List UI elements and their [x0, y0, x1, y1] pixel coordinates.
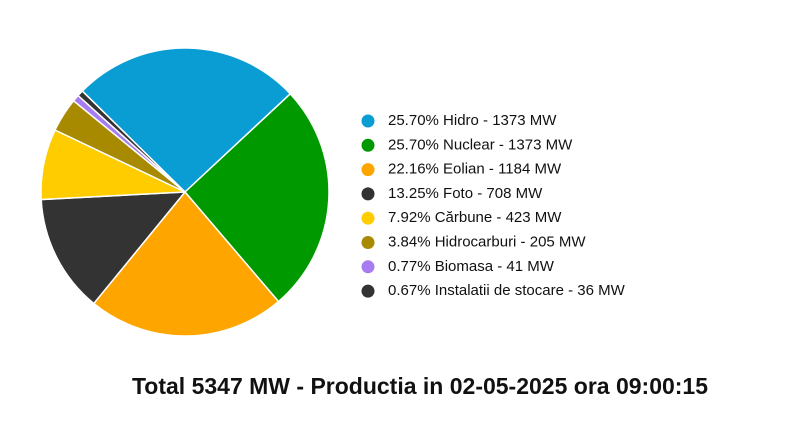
legend-label: 22.16% Eolian - 1184 MW: [388, 161, 562, 178]
pie-slice: [77, 90, 186, 193]
legend-swatch: [361, 211, 375, 225]
chart-title: Total 5347 MW - Productia in 02-05-2025 …: [132, 373, 708, 399]
legend-swatch: [361, 236, 375, 249]
legend-swatch: [361, 114, 375, 128]
legend-label: 13.25% Foto - 708 MW: [388, 185, 543, 202]
pie-slice: [40, 191, 187, 305]
legend-label: 0.77% Biomasa - 41 MW: [388, 258, 555, 275]
legend-swatch: [361, 138, 375, 152]
legend-swatch: [361, 260, 375, 274]
legend-label: 25.70% Hidro - 1373 MW: [388, 112, 557, 129]
legend-label: 0.67% Instalatii de stocare - 36 MW: [388, 282, 626, 299]
legend-label: 7.92% Cărbune - 423 MW: [388, 209, 562, 226]
legend-swatch: [361, 284, 375, 298]
legend-swatch: [361, 187, 375, 201]
pie-slice: [183, 92, 330, 303]
legend-label: 3.84% Hidrocarburi - 205 MW: [388, 233, 586, 250]
pie-slice: [81, 47, 292, 194]
legend-label: 25.70% Nuclear - 1373 MW: [388, 136, 573, 153]
pie-slice: [92, 190, 280, 337]
legend-swatch: [361, 163, 375, 177]
